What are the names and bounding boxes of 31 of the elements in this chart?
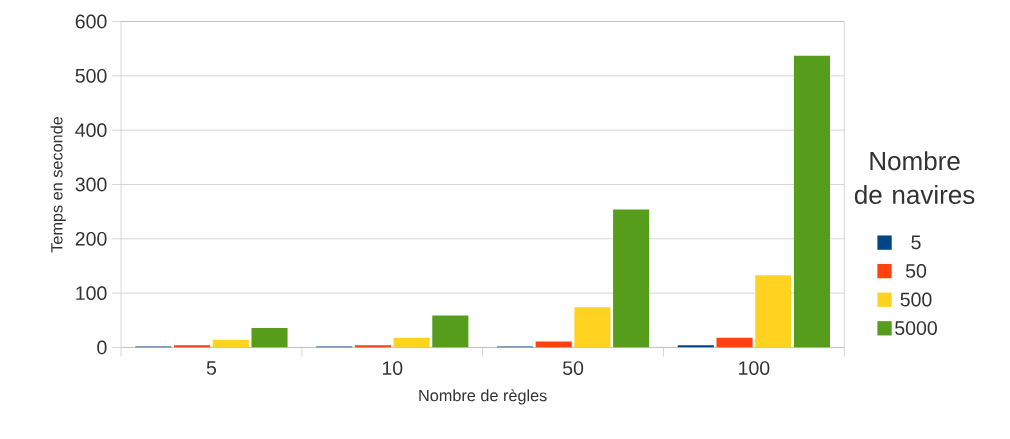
bar [354, 345, 391, 348]
y-tick-label: 600 [75, 14, 107, 29]
bar [755, 275, 792, 348]
y-tick-label: 0 [97, 340, 107, 355]
x-tick-label: 10 [382, 361, 403, 375]
x-tick-label: 50 [562, 361, 584, 375]
y-tick-label: 200 [75, 231, 107, 246]
y-tick-label: 300 [75, 177, 107, 192]
legend-label: 50 [905, 263, 927, 278]
bar [793, 55, 831, 348]
bar [251, 327, 288, 348]
legend-label: 5 [911, 235, 921, 250]
x-tick-label: 5 [206, 361, 217, 375]
bar [174, 345, 211, 348]
bar [574, 307, 611, 348]
bar [393, 337, 430, 348]
bar [716, 337, 753, 348]
bar [432, 315, 469, 348]
bar [535, 341, 572, 348]
y-axis-title: Temps en seconde [50, 116, 66, 253]
bar [613, 209, 650, 348]
legend-title: Nombre de navires [854, 151, 975, 204]
y-tick-label: 500 [75, 68, 107, 83]
y-tick-label: 100 [76, 286, 107, 300]
bar [677, 345, 714, 348]
y-tick-label: 400 [75, 123, 107, 137]
bar [212, 339, 249, 348]
x-axis-title: Nombre de règles [419, 389, 547, 405]
legend-label: 5000 [895, 321, 937, 335]
x-tick-label: 100 [739, 361, 770, 375]
legend-label: 500 [900, 292, 932, 307]
